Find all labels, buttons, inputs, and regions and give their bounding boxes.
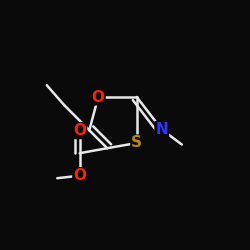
Text: N: N (156, 122, 168, 137)
Text: S: S (131, 136, 142, 150)
Text: O: O (73, 123, 86, 138)
Text: O: O (92, 90, 105, 104)
Text: O: O (73, 168, 86, 183)
